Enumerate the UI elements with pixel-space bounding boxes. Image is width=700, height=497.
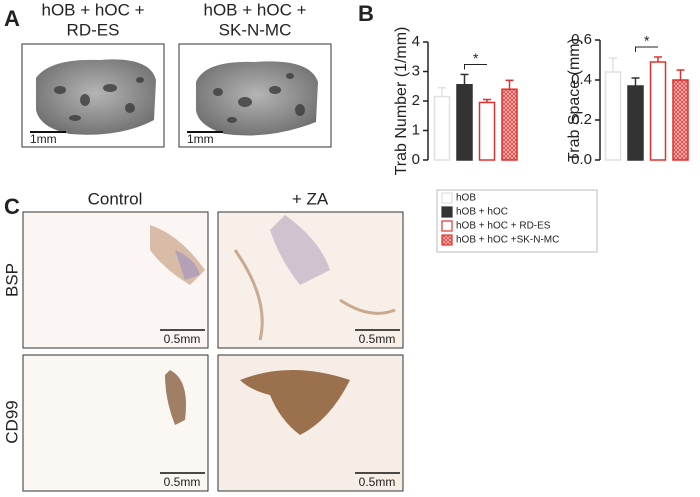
legend-swatch	[441, 220, 453, 232]
bar	[478, 101, 496, 161]
panel-a: hOB + hOC + RD-ES hOB + hOC + SK-N-MC 1m…	[21, 0, 332, 148]
panel-label: A	[4, 6, 20, 31]
bar	[456, 84, 473, 161]
scale-bar-label: 0.5mm	[359, 475, 396, 489]
histology-image	[217, 211, 404, 349]
scale-bar-label: 0.5mm	[359, 332, 396, 346]
column-label: + ZA	[292, 189, 329, 208]
y-tick-label: 3	[412, 62, 420, 79]
scaffold-image	[36, 59, 156, 135]
y-tick-label: 0.4	[571, 71, 592, 88]
row-label: CD99	[2, 400, 21, 443]
legend-label: hOB + hOC	[456, 207, 508, 218]
scale-bar-label: 0.5mm	[164, 475, 201, 489]
image-title: SK-N-MC	[219, 20, 292, 39]
panel-label: C	[4, 194, 20, 219]
scale-bars	[160, 329, 400, 474]
y-tick-label: 0.2	[571, 111, 592, 128]
image-title: hOB + hOC +	[42, 0, 145, 19]
panel-c: Control + ZA BSP CD99 0.5mm 0.5mm 0.5mm …	[2, 189, 404, 492]
bar	[649, 61, 667, 161]
row-label: BSP	[2, 263, 21, 297]
legend-label: hOB + hOC + RD-ES	[456, 221, 551, 232]
bar	[672, 79, 689, 161]
stain	[240, 370, 350, 435]
panel-label: B	[358, 1, 374, 26]
scale-bar-label: 0.5mm	[164, 332, 201, 346]
y-tick-label: 4	[412, 33, 420, 50]
scaffold-pores	[54, 73, 305, 123]
y-axis-label: Trab Space (mm)	[566, 38, 583, 162]
column-label: Control	[88, 189, 143, 208]
bar	[604, 71, 622, 161]
scaffold-image	[196, 61, 318, 136]
stain	[270, 215, 330, 285]
y-tick-label: 0.6	[571, 31, 592, 48]
scale-bar-label: 1mm	[187, 132, 214, 146]
legend-swatch	[441, 192, 453, 204]
stain	[165, 370, 186, 425]
bar	[501, 88, 518, 161]
legend-frame	[436, 189, 598, 253]
bar	[433, 95, 451, 161]
significance-label: *	[473, 50, 479, 66]
stain	[175, 250, 200, 280]
significance-bracket	[464, 63, 487, 70]
y-tick-label: 2	[412, 92, 420, 109]
bar	[627, 85, 644, 161]
histology-image	[22, 354, 209, 492]
y-tick-label: 1	[412, 121, 420, 138]
y-tick-label: 0.0	[571, 151, 592, 168]
significance-label: *	[644, 33, 650, 49]
legend-label: hOB + hOC +SK-N-MC	[456, 235, 559, 246]
significance-bracket	[635, 46, 658, 52]
stain	[233, 249, 396, 341]
legend-swatch	[441, 206, 453, 218]
y-axis-label: Trab Number (1/mm)	[393, 27, 410, 176]
image-title: RD-ES	[67, 20, 120, 39]
legend-swatch	[441, 234, 453, 246]
legend-label: hOB	[456, 193, 476, 204]
y-tick-label: 0	[412, 151, 420, 168]
histology-image	[22, 211, 209, 349]
scale-bar-label: 1mm	[30, 132, 57, 146]
image-title: hOB + hOC +	[204, 0, 307, 19]
